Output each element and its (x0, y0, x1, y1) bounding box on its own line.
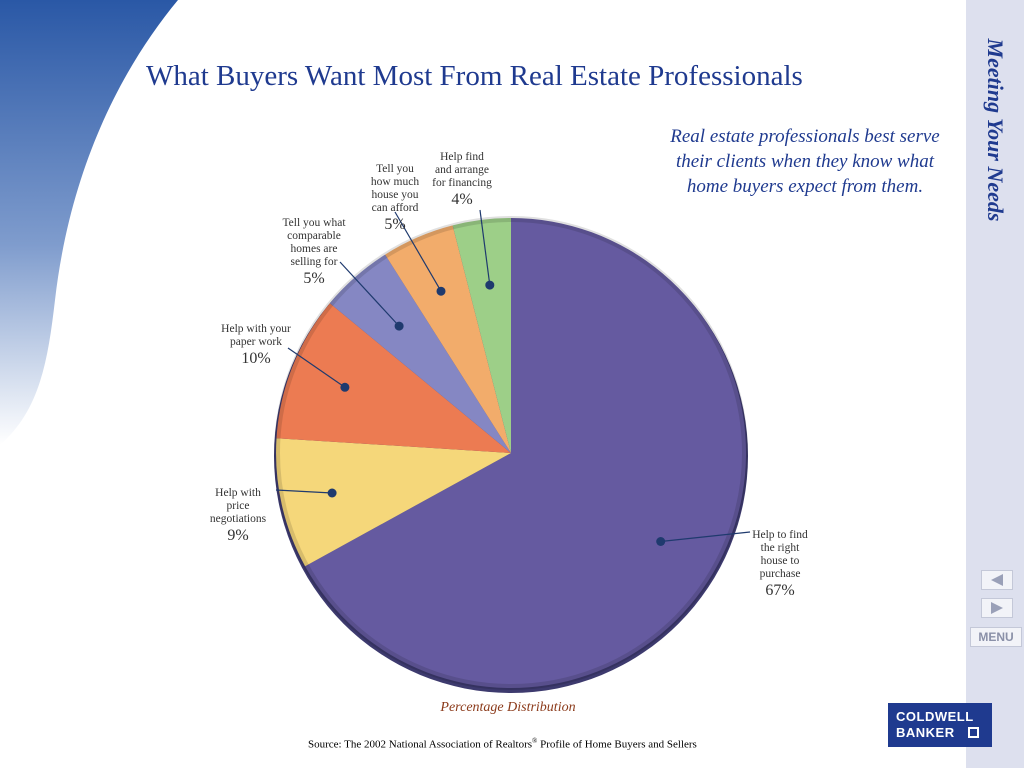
leader-dot-2 (340, 382, 350, 392)
pie-slice-1 (276, 438, 511, 567)
leader-line-1 (275, 489, 333, 494)
slice-label-1-line-1: price (227, 500, 250, 512)
slice-label-4-line-2: house you (372, 189, 419, 201)
slice-label-0-line-1: the right (761, 542, 800, 554)
slice-label-5-line-0: Help find (440, 151, 484, 163)
background-swoosh (0, 0, 178, 445)
slice-value-label-0: 67% (765, 582, 794, 599)
slice-label-4-line-3: can afford (372, 202, 419, 214)
slice-label-2-line-0: Help with your (221, 323, 291, 335)
slice-label-4-line-0: Tell you (376, 163, 414, 175)
pie-slice-5 (452, 218, 511, 453)
menu-button[interactable]: MENU (970, 627, 1022, 647)
sidebar: Meeting Your Needs (966, 0, 1024, 768)
pie-slice-3 (329, 254, 511, 453)
slice-label-3-line-2: homes are (291, 243, 338, 255)
leader-line-5 (479, 209, 491, 286)
leader-dot-3 (394, 321, 404, 331)
coldwell-banker-logo: COLDWELL BANKER (888, 703, 992, 747)
source-note: Source: The 2002 National Association of… (308, 737, 697, 751)
chart-subtitle: Percentage Distribution (439, 700, 575, 715)
slice-label-4-line-1: how much (371, 176, 419, 188)
pie-slice-2 (276, 303, 511, 453)
slice-value-label-4: 5% (384, 216, 405, 233)
leader-line-0 (660, 531, 751, 543)
source-text: Source: The 2002 National Association of… (308, 738, 533, 751)
leader-dot-5 (485, 280, 495, 290)
slide-caption: Real estate professionals best serve the… (670, 126, 940, 197)
logo-line-1: COLDWELL (896, 709, 974, 724)
triangle-left-icon (991, 574, 1003, 586)
leader-dot-1 (327, 488, 337, 498)
leader-line-4 (394, 211, 442, 292)
source-text-end: Profile of Home Buyers and Sellers (537, 738, 697, 751)
slice-label-0-line-2: house to (761, 555, 800, 567)
leader-dot-0 (656, 537, 666, 546)
previous-slide-button[interactable] (981, 570, 1013, 590)
registered-mark: ® (532, 737, 538, 745)
slice-label-1-line-2: negotiations (210, 513, 267, 525)
leader-line-3 (339, 261, 400, 327)
pie-edge-shade (274, 216, 748, 690)
slice-label-1-line-0: Help with (215, 487, 261, 499)
slice-value-label-2: 10% (241, 350, 270, 367)
next-slide-button[interactable] (981, 598, 1013, 618)
pie-slice-4 (385, 225, 511, 453)
slice-label-3-line-0: Tell you what (282, 217, 346, 229)
slice-label-3-line-3: selling for (291, 256, 338, 268)
leader-line-2 (287, 347, 346, 388)
slice-value-label-1: 9% (227, 527, 248, 544)
sidebar-title: Meeting Your Needs (966, 0, 1024, 270)
logo-square-icon (968, 727, 979, 738)
triangle-right-icon (991, 602, 1003, 614)
slice-value-label-5: 4% (451, 191, 472, 208)
pie-slice-0 (305, 218, 747, 688)
logo-line-2: BANKER (896, 725, 955, 740)
slice-value-label-3: 5% (303, 270, 324, 287)
page-title: What Buyers Want Most From Real Estate P… (146, 60, 803, 92)
slice-label-5-line-2: for financing (432, 177, 492, 189)
slice-label-0-line-3: purchase (760, 568, 801, 580)
slice-label-2-line-1: paper work (230, 336, 282, 348)
leader-dot-4 (436, 286, 446, 296)
sidebar-title-text: Meeting Your Needs (983, 38, 1008, 222)
slice-label-5-line-1: and arrange (435, 164, 489, 176)
slice-label-3-line-1: comparable (287, 230, 341, 242)
slice-label-0-line-0: Help to find (752, 529, 808, 541)
